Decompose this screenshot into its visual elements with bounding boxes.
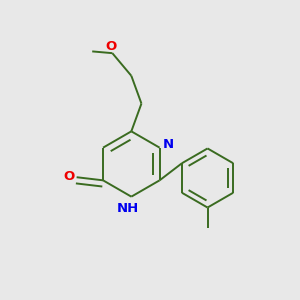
Text: O: O [63,170,74,183]
Text: NH: NH [117,202,140,215]
Text: O: O [105,40,116,53]
Text: N: N [163,138,174,151]
